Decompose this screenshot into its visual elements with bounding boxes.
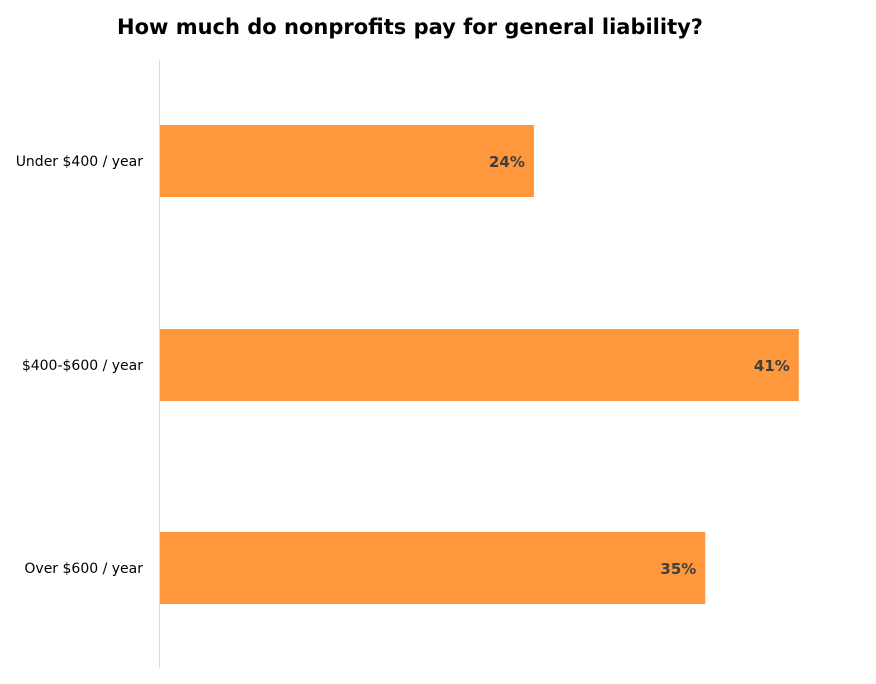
category-label: $400-$600 / year [22,358,143,374]
category-label: Over $600 / year [24,561,143,577]
data-label: 24% [489,153,525,171]
bar [160,532,706,604]
bar [160,329,799,401]
bar [160,125,534,197]
data-label: 41% [754,357,790,375]
data-label: 35% [660,560,696,578]
chart-title: How much do nonprofits pay for general l… [117,15,703,39]
category-label: Under $400 / year [16,154,144,170]
